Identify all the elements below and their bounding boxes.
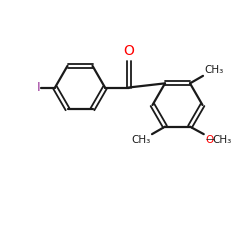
Text: O: O (123, 44, 134, 58)
Text: I: I (36, 81, 40, 94)
Text: O: O (205, 135, 213, 145)
Text: CH₃: CH₃ (213, 135, 232, 145)
Text: CH₃: CH₃ (204, 65, 224, 75)
Text: —: — (206, 135, 214, 144)
Text: CH₃: CH₃ (132, 135, 151, 145)
